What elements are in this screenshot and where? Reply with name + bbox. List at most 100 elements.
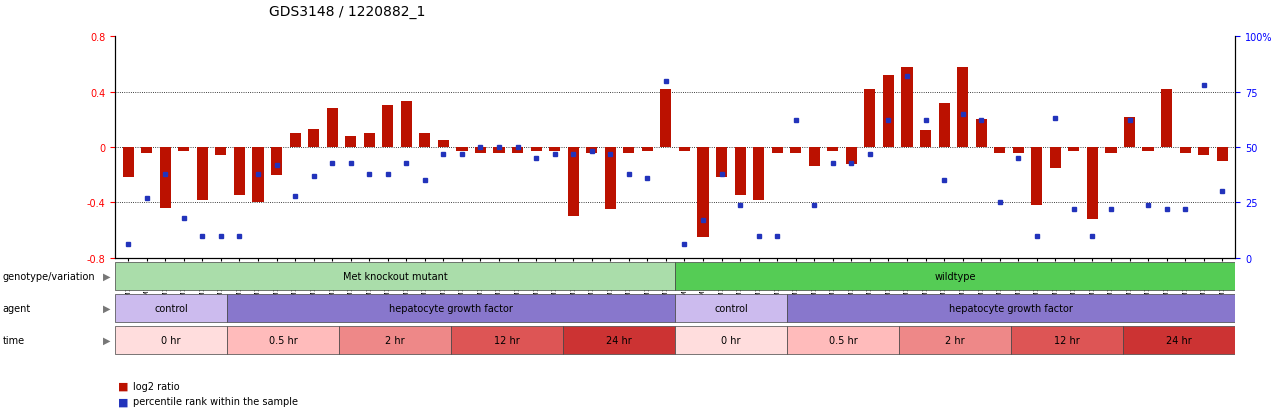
Text: ▶: ▶	[102, 271, 110, 281]
Text: 0.5 hr: 0.5 hr	[829, 335, 858, 345]
Text: 24 hr: 24 hr	[1166, 335, 1192, 345]
Bar	[604, 148, 616, 210]
Bar	[339, 326, 452, 355]
Bar	[346, 137, 356, 148]
Bar	[883, 76, 893, 148]
Bar	[698, 148, 709, 237]
Bar	[438, 141, 449, 148]
Text: ▶: ▶	[102, 303, 110, 313]
Bar	[115, 326, 228, 355]
Bar	[549, 148, 561, 152]
Bar	[716, 148, 727, 178]
Text: percentile rank within the sample: percentile rank within the sample	[133, 396, 298, 406]
Bar	[901, 68, 913, 148]
Text: genotype/variation: genotype/variation	[3, 271, 95, 281]
Bar	[1161, 90, 1172, 148]
Bar	[364, 134, 375, 148]
Bar	[197, 148, 207, 200]
Bar	[1124, 326, 1235, 355]
Bar	[1143, 148, 1153, 152]
Bar	[900, 326, 1011, 355]
Bar	[115, 294, 228, 323]
Text: control: control	[155, 303, 188, 313]
Bar	[1217, 148, 1228, 161]
Bar	[920, 131, 931, 148]
Text: agent: agent	[3, 303, 31, 313]
Bar	[531, 148, 541, 152]
Bar	[160, 148, 170, 209]
Bar	[494, 148, 504, 153]
Bar	[475, 148, 486, 153]
Bar	[676, 294, 787, 323]
Bar	[115, 262, 676, 291]
Bar	[420, 134, 430, 148]
Bar	[957, 68, 968, 148]
Text: log2 ratio: log2 ratio	[133, 381, 179, 391]
Text: wildtype: wildtype	[934, 271, 975, 281]
Bar	[1012, 148, 1024, 153]
Bar	[289, 134, 301, 148]
Bar	[567, 148, 579, 217]
Text: ▶: ▶	[102, 335, 110, 345]
Bar	[660, 90, 672, 148]
Bar	[123, 148, 133, 178]
Text: GDS3148 / 1220882_1: GDS3148 / 1220882_1	[269, 5, 425, 19]
Bar	[308, 130, 319, 148]
Text: 0 hr: 0 hr	[722, 335, 741, 345]
Bar	[271, 148, 282, 175]
Bar	[1180, 148, 1190, 153]
Bar	[938, 104, 950, 148]
Text: hepatocyte growth factor: hepatocyte growth factor	[950, 303, 1073, 313]
Text: 24 hr: 24 hr	[607, 335, 632, 345]
Bar	[1069, 148, 1079, 152]
Bar	[676, 262, 1235, 291]
Bar	[1011, 326, 1124, 355]
Bar	[1198, 148, 1210, 156]
Bar	[141, 148, 152, 153]
Text: ■: ■	[118, 396, 128, 406]
Bar	[252, 148, 264, 203]
Text: 12 hr: 12 hr	[494, 335, 520, 345]
Bar	[234, 148, 244, 196]
Bar	[383, 106, 393, 148]
Bar	[215, 148, 227, 156]
Bar	[563, 326, 676, 355]
Bar	[809, 148, 819, 167]
Text: Met knockout mutant: Met knockout mutant	[343, 271, 448, 281]
Bar	[586, 148, 598, 153]
Bar	[827, 148, 838, 152]
Text: time: time	[3, 335, 24, 345]
Text: hepatocyte growth factor: hepatocyte growth factor	[389, 303, 513, 313]
Bar	[995, 148, 1005, 153]
Text: 0.5 hr: 0.5 hr	[269, 335, 297, 345]
Bar	[790, 148, 801, 153]
Text: 0 hr: 0 hr	[161, 335, 180, 345]
Bar	[1050, 148, 1061, 169]
Bar	[846, 148, 856, 164]
Bar	[512, 148, 524, 153]
Bar	[401, 102, 412, 148]
Bar	[772, 148, 783, 153]
Bar	[787, 326, 900, 355]
Bar	[975, 120, 987, 148]
Bar	[1032, 148, 1042, 206]
Bar	[623, 148, 635, 153]
Bar	[326, 109, 338, 148]
Bar	[1124, 117, 1135, 148]
Bar	[787, 294, 1235, 323]
Bar	[228, 326, 339, 355]
Bar	[452, 326, 563, 355]
Text: 12 hr: 12 hr	[1055, 335, 1080, 345]
Text: 2 hr: 2 hr	[385, 335, 404, 345]
Bar	[1087, 148, 1098, 219]
Bar	[228, 294, 676, 323]
Text: control: control	[714, 303, 748, 313]
Bar	[1106, 148, 1116, 153]
Bar	[753, 148, 764, 200]
Bar	[864, 90, 876, 148]
Bar	[641, 148, 653, 152]
Bar	[178, 148, 189, 152]
Bar	[457, 148, 467, 152]
Text: ■: ■	[118, 381, 128, 391]
Bar	[735, 148, 746, 196]
